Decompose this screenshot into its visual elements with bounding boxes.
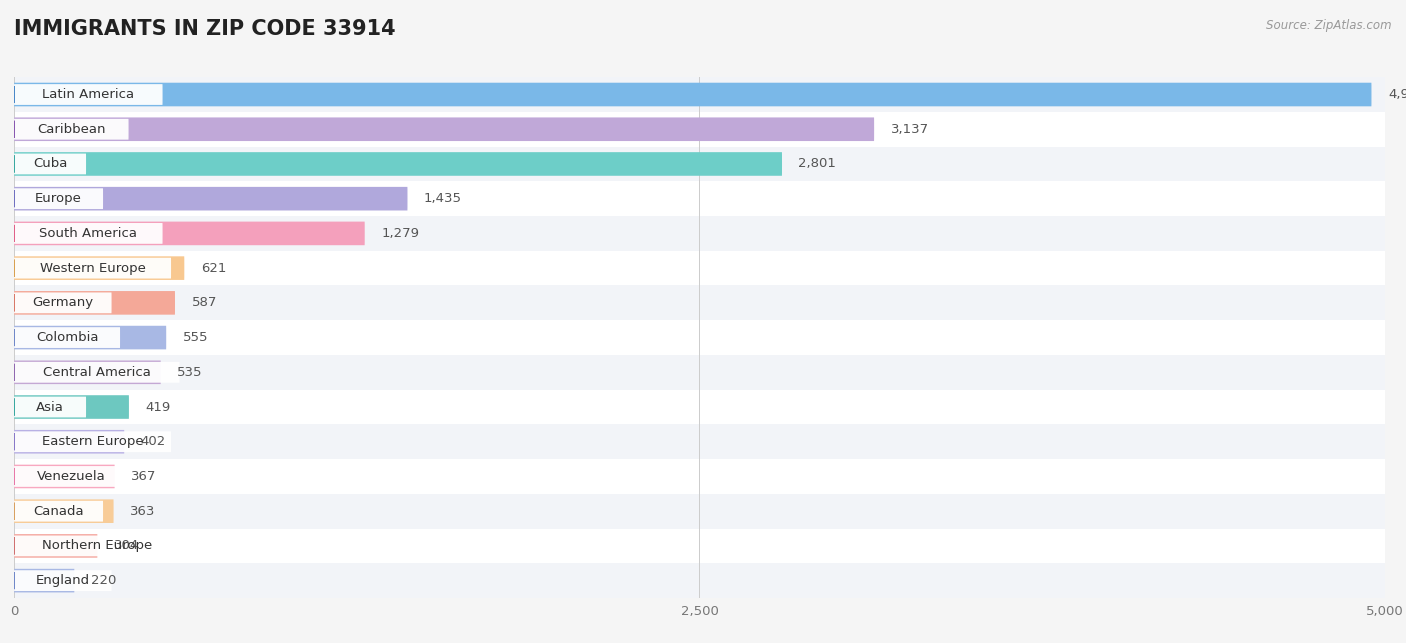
- Bar: [14, 529, 1385, 563]
- FancyBboxPatch shape: [14, 327, 120, 348]
- FancyBboxPatch shape: [14, 569, 75, 592]
- FancyBboxPatch shape: [14, 395, 129, 419]
- FancyBboxPatch shape: [14, 500, 114, 523]
- Bar: [14, 390, 1385, 424]
- FancyBboxPatch shape: [14, 430, 124, 453]
- FancyBboxPatch shape: [14, 118, 875, 141]
- Text: 304: 304: [114, 539, 139, 552]
- Bar: [14, 459, 1385, 494]
- Text: Asia: Asia: [37, 401, 65, 413]
- Text: 1,435: 1,435: [425, 192, 463, 205]
- Text: 402: 402: [141, 435, 166, 448]
- Bar: [14, 181, 1385, 216]
- Text: Central America: Central America: [42, 366, 150, 379]
- FancyBboxPatch shape: [14, 501, 103, 521]
- Text: Venezuela: Venezuela: [37, 470, 105, 483]
- Text: Northern Europe: Northern Europe: [42, 539, 152, 552]
- Text: Europe: Europe: [35, 192, 82, 205]
- Text: Colombia: Colombia: [35, 331, 98, 344]
- Bar: [14, 251, 1385, 285]
- FancyBboxPatch shape: [14, 222, 364, 245]
- Text: 363: 363: [129, 505, 156, 518]
- FancyBboxPatch shape: [14, 152, 782, 176]
- FancyBboxPatch shape: [14, 570, 111, 591]
- Text: Eastern Europe: Eastern Europe: [42, 435, 143, 448]
- Text: Canada: Canada: [34, 505, 84, 518]
- Text: Cuba: Cuba: [32, 158, 67, 170]
- Bar: [14, 355, 1385, 390]
- Text: IMMIGRANTS IN ZIP CODE 33914: IMMIGRANTS IN ZIP CODE 33914: [14, 19, 395, 39]
- FancyBboxPatch shape: [14, 258, 172, 278]
- Text: Latin America: Latin America: [42, 88, 135, 101]
- FancyBboxPatch shape: [14, 257, 184, 280]
- FancyBboxPatch shape: [14, 154, 86, 174]
- Text: 2,801: 2,801: [799, 158, 837, 170]
- FancyBboxPatch shape: [14, 361, 160, 384]
- FancyBboxPatch shape: [14, 466, 128, 487]
- Text: 3,137: 3,137: [890, 123, 929, 136]
- FancyBboxPatch shape: [14, 362, 180, 383]
- Text: 367: 367: [131, 470, 156, 483]
- FancyBboxPatch shape: [14, 465, 115, 488]
- FancyBboxPatch shape: [14, 397, 86, 417]
- Text: Source: ZipAtlas.com: Source: ZipAtlas.com: [1267, 19, 1392, 32]
- FancyBboxPatch shape: [14, 431, 172, 452]
- Text: Germany: Germany: [32, 296, 93, 309]
- FancyBboxPatch shape: [14, 223, 163, 244]
- Bar: [14, 320, 1385, 355]
- Text: South America: South America: [39, 227, 138, 240]
- FancyBboxPatch shape: [14, 536, 180, 556]
- Text: England: England: [35, 574, 90, 587]
- FancyBboxPatch shape: [14, 291, 174, 314]
- Text: 555: 555: [183, 331, 208, 344]
- Text: 220: 220: [91, 574, 117, 587]
- Text: 587: 587: [191, 296, 217, 309]
- FancyBboxPatch shape: [14, 534, 97, 557]
- FancyBboxPatch shape: [14, 326, 166, 349]
- Bar: [14, 424, 1385, 459]
- Bar: [14, 285, 1385, 320]
- FancyBboxPatch shape: [14, 119, 128, 140]
- Text: 1,279: 1,279: [381, 227, 419, 240]
- Bar: [14, 147, 1385, 181]
- Bar: [14, 112, 1385, 147]
- Bar: [14, 563, 1385, 598]
- Bar: [14, 494, 1385, 529]
- FancyBboxPatch shape: [14, 83, 1371, 106]
- Text: Western Europe: Western Europe: [39, 262, 145, 275]
- Bar: [14, 77, 1385, 112]
- Text: 535: 535: [177, 366, 202, 379]
- Bar: [14, 216, 1385, 251]
- FancyBboxPatch shape: [14, 293, 111, 313]
- Text: Caribbean: Caribbean: [37, 123, 105, 136]
- FancyBboxPatch shape: [14, 187, 408, 210]
- Text: 621: 621: [201, 262, 226, 275]
- FancyBboxPatch shape: [14, 84, 163, 105]
- Text: 419: 419: [145, 401, 170, 413]
- Text: 4,951: 4,951: [1388, 88, 1406, 101]
- FancyBboxPatch shape: [14, 188, 103, 209]
